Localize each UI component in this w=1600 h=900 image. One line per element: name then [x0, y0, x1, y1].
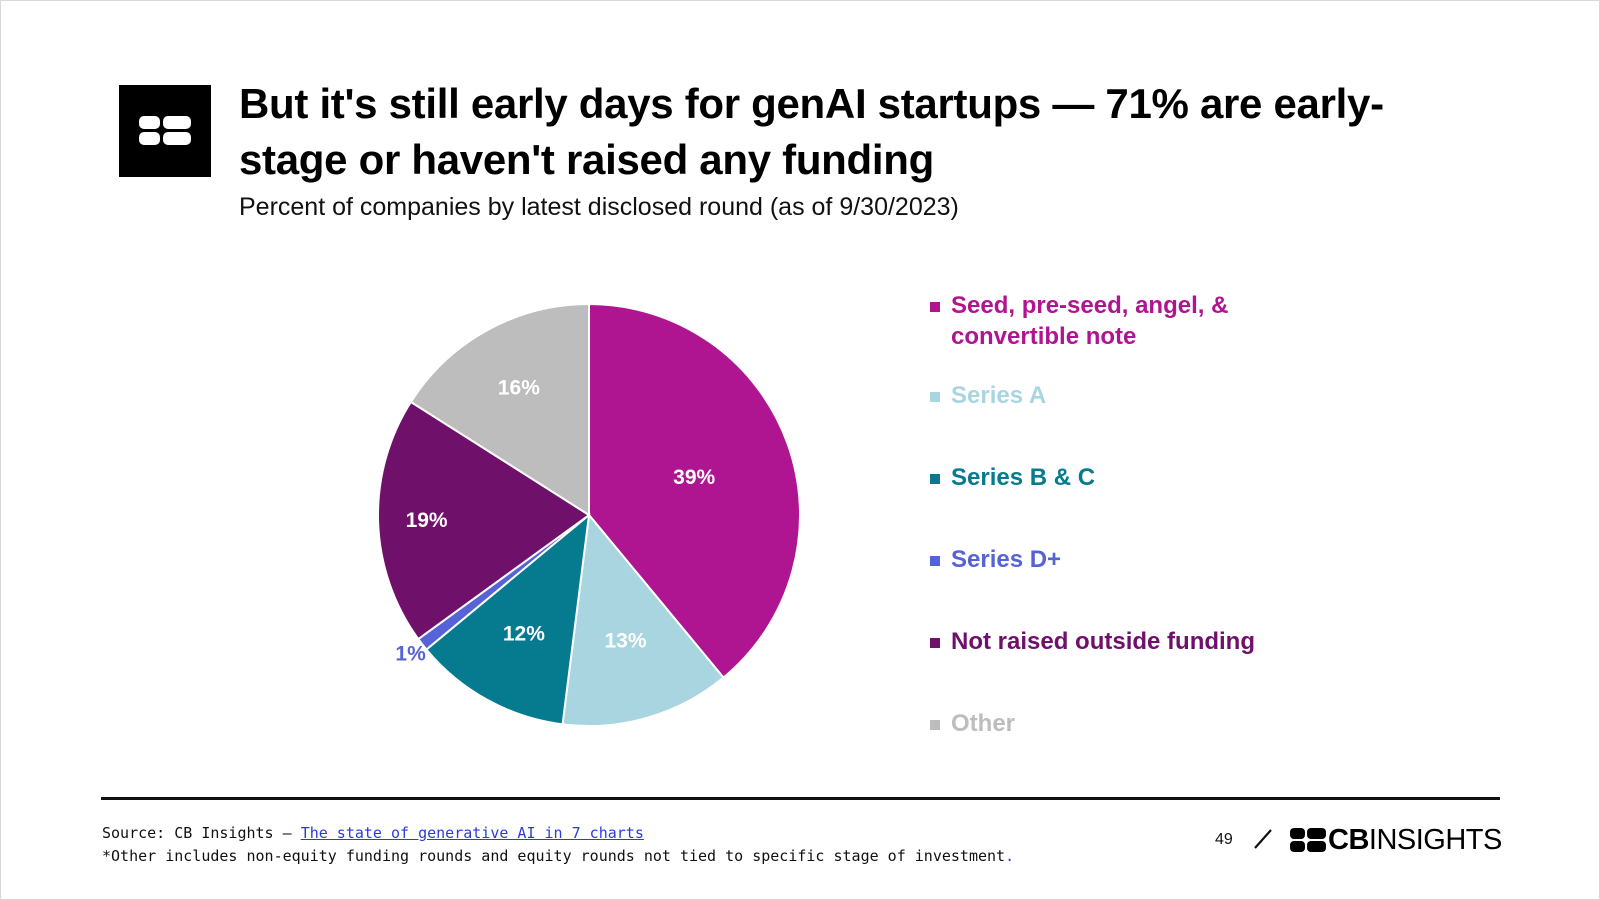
pie-slice-label-3: 12% — [503, 622, 545, 645]
legend-label: Other — [951, 710, 1016, 737]
pie-slice-2 — [561, 512, 725, 727]
pie-slice-label-1: 39% — [673, 466, 715, 489]
legend-label: Not raised outside funding — [951, 628, 1255, 655]
pie-slice-label-4: 1% — [395, 642, 426, 665]
legend-label: Series D+ — [951, 546, 1062, 573]
page-title: But it's still early days for genAI star… — [239, 80, 1384, 183]
page-number: 49 — [1215, 831, 1233, 848]
footnote: *Other includes non-equity funding round… — [102, 845, 1014, 868]
pie-slice-label-5: 19% — [406, 509, 448, 532]
pie-slice-label-6: 16% — [498, 376, 540, 399]
legend-label: Series A — [951, 382, 1047, 409]
footnote-period: . — [1005, 847, 1015, 865]
legend-swatch — [930, 556, 940, 566]
pie-slice-label-2: 13% — [604, 630, 646, 653]
cb-logo-icon — [119, 85, 211, 177]
footnote-text: *Other includes non-equity funding round… — [102, 847, 1006, 865]
legend-label: Seed, pre-seed, angel, & convertible not… — [951, 292, 1229, 350]
pie-slice-6 — [409, 302, 590, 517]
legend-swatch — [930, 392, 940, 402]
footer-divider — [101, 797, 1500, 800]
brand-light: INSIGHTS — [1368, 824, 1502, 856]
legend-swatch — [930, 474, 940, 484]
source-line: Source: CB Insights – The state of gener… — [102, 822, 1014, 845]
footer-notes: Source: CB Insights – The state of gener… — [102, 822, 1014, 868]
brand-bold: CB — [1328, 824, 1369, 856]
legend-swatch — [930, 638, 940, 648]
page-subtitle: Percent of companies by latest disclosed… — [239, 193, 959, 221]
source-prefix: Source: CB Insights – — [102, 824, 301, 842]
source-link[interactable]: The state of generative AI in 7 charts — [300, 824, 644, 842]
slash-divider-icon — [1254, 829, 1272, 849]
cb-logo-icon — [1290, 828, 1326, 852]
legend-swatch — [930, 720, 940, 730]
pie-slice-1 — [588, 302, 801, 679]
brand-wordmark: CBINSIGHTS — [1328, 825, 1502, 855]
pie-slice-3 — [425, 512, 591, 726]
legend-label: Series B & C — [951, 464, 1096, 491]
pie-slice-5 — [377, 400, 591, 641]
legend-swatch — [930, 302, 940, 312]
